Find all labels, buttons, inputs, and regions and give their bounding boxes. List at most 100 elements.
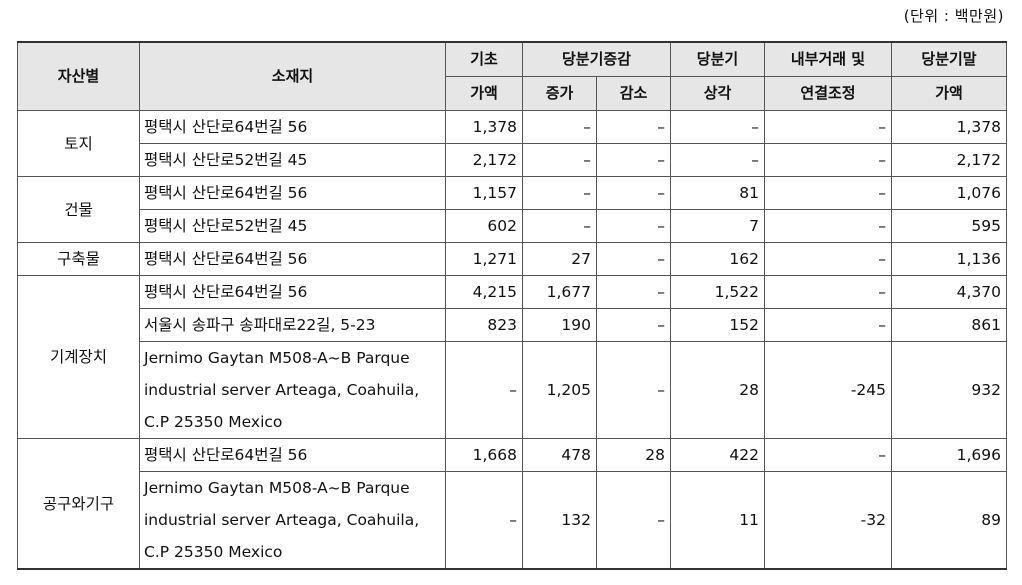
adjustment-cell: –	[764, 438, 892, 472]
table-row: 평택시 산단로52번길 45 2,172 – – – – 2,172	[18, 143, 1007, 177]
group-name: 공구와기구	[17, 438, 140, 570]
adjustment-cell: –	[764, 143, 892, 177]
increase-cell: –	[522, 143, 597, 177]
header-closing-1: 당분기말	[891, 41, 1007, 77]
depreciation-cell: 162	[670, 242, 765, 276]
header-closing-2: 가액	[891, 76, 1007, 111]
location-cell: Jernimo Gaytan M508-A~B Parque industria…	[139, 471, 446, 570]
adjustment-cell: –	[764, 275, 892, 309]
opening-cell: 823	[445, 308, 523, 342]
decrease-cell: –	[596, 275, 671, 309]
header-depreciation-1: 당분기	[670, 41, 765, 77]
adjustment-cell: -245	[764, 341, 892, 439]
table-row: 토지 평택시 산단로64번길 56 1,378 – – – – 1,378	[17, 110, 1007, 177]
opening-cell: 1,157	[445, 176, 523, 210]
group-name: 건물	[17, 176, 140, 243]
increase-cell: 478	[522, 438, 597, 472]
location-cell: Jernimo Gaytan M508-A~B Parque industria…	[139, 341, 446, 439]
header-adjustment-2: 연결조정	[764, 76, 892, 111]
table-row: 구축물 평택시 산단로64번길 56 1,271 27 – 162 – 1,13…	[17, 242, 1007, 276]
decrease-cell: –	[596, 471, 671, 570]
table-row: 서울시 송파구 송파대로22길, 5-23 823 190 – 152 – 86…	[18, 308, 1007, 342]
closing-cell: 595	[891, 209, 1007, 243]
group-name: 기계장치	[17, 275, 140, 439]
closing-cell: 861	[891, 308, 1007, 342]
location-cell: 평택시 산단로64번길 56	[139, 110, 446, 144]
depreciation-cell: –	[670, 143, 765, 177]
location-cell: 평택시 산단로64번길 56	[139, 438, 446, 472]
depreciation-cell: 7	[670, 209, 765, 243]
opening-cell: 2,172	[445, 143, 523, 177]
header-decrease: 감소	[596, 76, 671, 111]
header-depreciation-2: 상각	[670, 76, 765, 111]
closing-cell: 932	[891, 341, 1007, 439]
depreciation-cell: 11	[670, 471, 765, 570]
depreciation-cell: 152	[670, 308, 765, 342]
adjustment-cell: –	[764, 242, 892, 276]
increase-cell: 132	[522, 471, 597, 570]
table-row: 공구와기구 평택시 산단로64번길 56 1,668 478 28 422 – …	[17, 438, 1007, 570]
closing-cell: 89	[891, 471, 1007, 570]
header-opening-2: 가액	[445, 76, 523, 111]
header-opening-1: 기초	[445, 41, 523, 77]
location-cell: 서울시 송파구 송파대로22길, 5-23	[139, 308, 446, 342]
table-row: 건물 평택시 산단로64번길 56 1,157 – – 81 – 1,076	[17, 176, 1007, 243]
increase-cell: –	[522, 176, 597, 210]
increase-cell: –	[522, 209, 597, 243]
opening-cell: –	[445, 341, 523, 439]
closing-cell: 2,172	[891, 143, 1007, 177]
increase-cell: 1,677	[522, 275, 597, 309]
opening-cell: 602	[445, 209, 523, 243]
depreciation-cell: 422	[670, 438, 765, 472]
closing-cell: 1,696	[891, 438, 1007, 472]
opening-cell: –	[445, 471, 523, 570]
table-row: Jernimo Gaytan M508-A~B Parque industria…	[18, 341, 1007, 439]
location-cell: 평택시 산단로64번길 56	[139, 275, 446, 309]
location-cell: 평택시 산단로64번길 56	[139, 176, 446, 210]
depreciation-cell: –	[670, 110, 765, 144]
opening-cell: 1,378	[445, 110, 523, 144]
decrease-cell: –	[596, 143, 671, 177]
location-cell: 평택시 산단로52번길 45	[139, 143, 446, 177]
decrease-cell: –	[596, 209, 671, 243]
location-cell: 평택시 산단로64번길 56	[139, 242, 446, 276]
table-row: 평택시 산단로52번길 45 602 – – 7 – 595	[18, 209, 1007, 243]
table-row: Jernimo Gaytan M508-A~B Parque industria…	[18, 471, 1007, 570]
increase-cell: 27	[522, 242, 597, 276]
header-category: 자산별	[17, 41, 140, 111]
decrease-cell: –	[596, 341, 671, 439]
decrease-cell: –	[596, 242, 671, 276]
decrease-cell: –	[596, 110, 671, 144]
decrease-cell: –	[596, 308, 671, 342]
increase-cell: 1,205	[522, 341, 597, 439]
closing-cell: 1,076	[891, 176, 1007, 210]
adjustment-cell: –	[764, 308, 892, 342]
closing-cell: 1,378	[891, 110, 1007, 144]
increase-cell: –	[522, 110, 597, 144]
decrease-cell: 28	[596, 438, 671, 472]
decrease-cell: –	[596, 176, 671, 210]
opening-cell: 1,668	[445, 438, 523, 472]
table-row: 기계장치 평택시 산단로64번길 56 4,215 1,677 – 1,522 …	[17, 275, 1007, 439]
closing-cell: 4,370	[891, 275, 1007, 309]
header-change-group: 당분기증감	[522, 41, 671, 77]
depreciation-cell: 1,522	[670, 275, 765, 309]
group-name: 구축물	[17, 242, 140, 276]
header-adjustment-1: 내부거래 및	[764, 41, 892, 77]
adjustment-cell: –	[764, 110, 892, 144]
depreciation-cell: 81	[670, 176, 765, 210]
header-location: 소재지	[139, 41, 446, 111]
adjustment-cell: –	[764, 209, 892, 243]
closing-cell: 1,136	[891, 242, 1007, 276]
depreciation-cell: 28	[670, 341, 765, 439]
opening-cell: 4,215	[445, 275, 523, 309]
group-name: 토지	[17, 110, 140, 177]
unit-note: (단위 : 백만원)	[903, 7, 1004, 25]
location-cell: 평택시 산단로52번길 45	[139, 209, 446, 243]
increase-cell: 190	[522, 308, 597, 342]
adjustment-cell: -32	[764, 471, 892, 570]
asset-table: 자산별 소재지 기초 당분기증감 당분기 내부거래 및 당분기말 가액 증가 감…	[17, 41, 1007, 570]
opening-cell: 1,271	[445, 242, 523, 276]
adjustment-cell: –	[764, 176, 892, 210]
header-increase: 증가	[522, 76, 597, 111]
